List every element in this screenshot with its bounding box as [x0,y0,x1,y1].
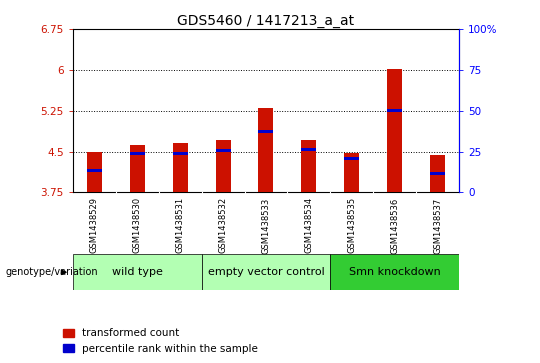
Bar [259,130,273,133]
Bar [387,69,402,192]
Legend: transformed count, percentile rank within the sample: transformed count, percentile rank withi… [59,324,262,358]
Bar [73,254,201,290]
Bar [215,149,231,152]
Bar [344,153,359,192]
Bar [430,155,445,192]
Text: GSM1438535: GSM1438535 [347,197,356,253]
Bar [259,108,273,192]
Text: GSM1438536: GSM1438536 [390,197,399,254]
Bar [87,169,102,172]
Text: empty vector control: empty vector control [207,267,325,277]
Text: genotype/variation: genotype/variation [5,267,98,277]
Bar [130,145,145,192]
Bar [301,148,316,151]
Bar [330,254,459,290]
Bar [130,152,145,155]
Bar [173,143,188,192]
Text: GSM1438534: GSM1438534 [305,197,313,253]
Text: GSM1438530: GSM1438530 [133,197,141,253]
Text: GSM1438537: GSM1438537 [433,197,442,254]
Text: GSM1438533: GSM1438533 [261,197,271,254]
Text: GSM1438532: GSM1438532 [219,197,227,253]
Bar [344,156,359,160]
Bar [215,140,231,192]
Text: wild type: wild type [112,267,163,277]
Text: GSM1438529: GSM1438529 [90,197,99,253]
Text: GSM1438531: GSM1438531 [176,197,185,253]
Text: Smn knockdown: Smn knockdown [349,267,441,277]
Bar [201,254,330,290]
Bar [430,172,445,175]
Title: GDS5460 / 1417213_a_at: GDS5460 / 1417213_a_at [177,14,355,28]
Bar [387,109,402,112]
Bar [301,140,316,192]
Bar [173,152,188,155]
Bar [87,152,102,192]
